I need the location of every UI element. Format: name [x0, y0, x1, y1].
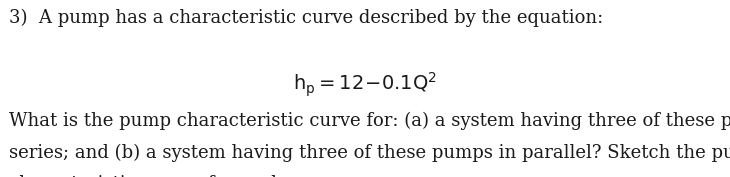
Text: 3)  A pump has a characteristic curve described by the equation:: 3) A pump has a characteristic curve des…	[9, 9, 603, 27]
Text: $\mathregular{h_p = 12\!-\!0.1Q^2}$: $\mathregular{h_p = 12\!-\!0.1Q^2}$	[293, 71, 437, 99]
Text: What is the pump characteristic curve for: (a) a system having three of these pu: What is the pump characteristic curve fo…	[9, 112, 730, 130]
Text: characteristics curve for each case.: characteristics curve for each case.	[9, 175, 335, 177]
Text: series; and (b) a system having three of these pumps in parallel? Sketch the pum: series; and (b) a system having three of…	[9, 143, 730, 162]
